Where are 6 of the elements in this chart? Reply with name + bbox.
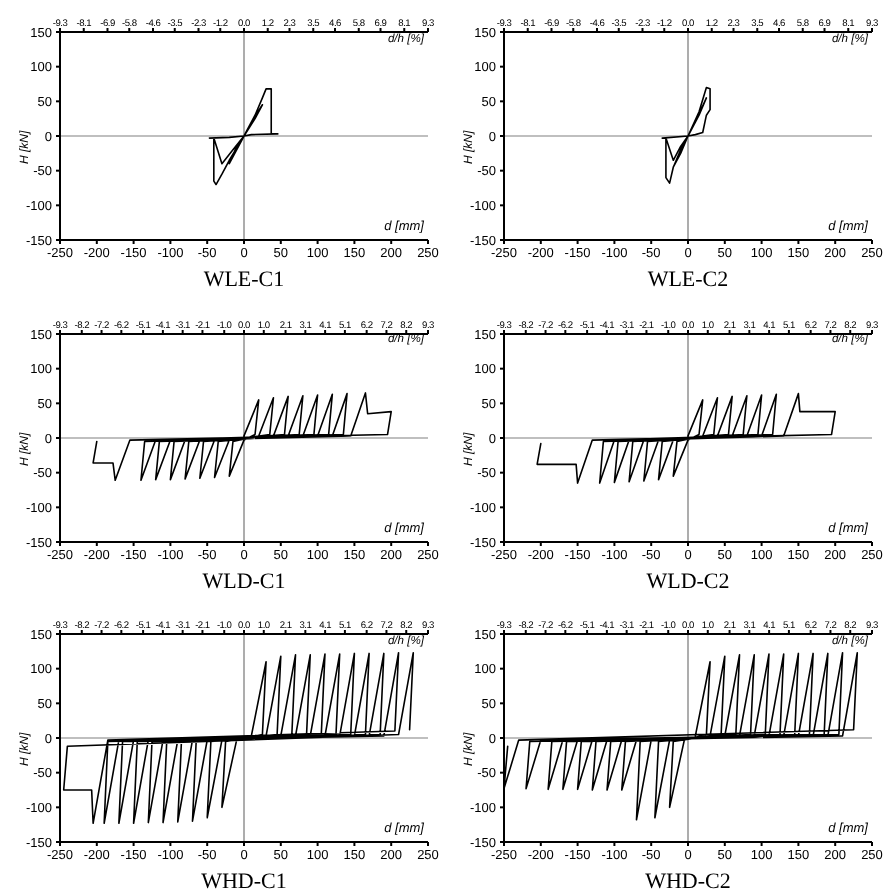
text: WHD-C2 bbox=[643, 870, 733, 896]
text: WHD-C1 bbox=[199, 870, 289, 896]
text: WLE-C1 bbox=[201, 268, 287, 294]
text: WLE-C2 bbox=[645, 268, 731, 294]
text: WLD-C1 bbox=[200, 569, 288, 596]
text: WLD-C2 bbox=[644, 569, 732, 596]
